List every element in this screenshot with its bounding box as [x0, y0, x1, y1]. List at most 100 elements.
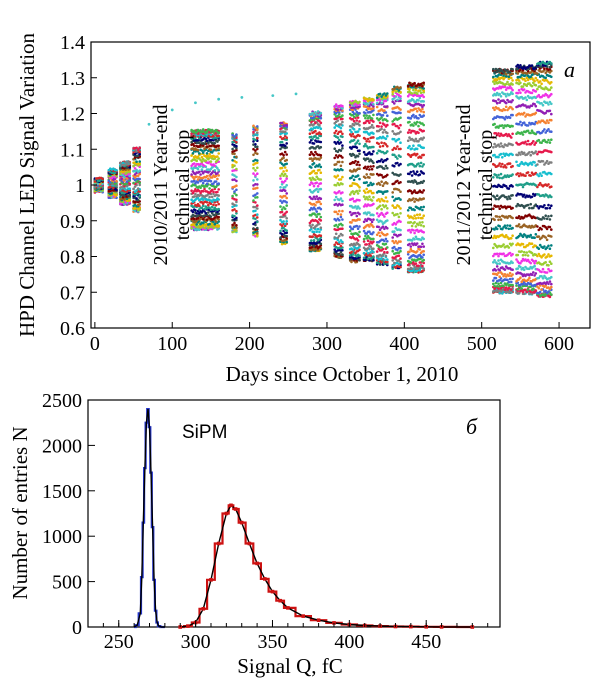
- led-point: [511, 83, 514, 86]
- led-point: [209, 215, 213, 218]
- led-point: [255, 166, 259, 170]
- led-point: [192, 179, 196, 182]
- led-point: [212, 220, 215, 224]
- led-point: [510, 280, 513, 284]
- led-point: [380, 127, 383, 131]
- led-point: [396, 98, 399, 102]
- led-point: [310, 225, 313, 229]
- led-point: [214, 198, 218, 202]
- led-point: [214, 180, 218, 183]
- led-point: [412, 197, 415, 200]
- led-point: [138, 150, 141, 154]
- led-point: [499, 165, 503, 168]
- led-point: [372, 202, 375, 206]
- led-point: [399, 116, 402, 119]
- led-point: [282, 170, 285, 173]
- led-point: [279, 205, 282, 208]
- led-point: [318, 230, 321, 234]
- led-point: [285, 210, 289, 214]
- led-point: [319, 127, 323, 130]
- led-point: [380, 180, 383, 183]
- led-point: [352, 115, 356, 119]
- led-point: [358, 225, 361, 228]
- led-point: [283, 172, 287, 176]
- led-point: [341, 135, 344, 139]
- led-point: [362, 229, 366, 233]
- led-point: [498, 275, 502, 279]
- led-point: [370, 220, 374, 224]
- led-point: [368, 225, 371, 228]
- led-point: [522, 268, 526, 272]
- led-point: [508, 116, 512, 120]
- led-point: [517, 223, 521, 226]
- led-point: [201, 190, 205, 193]
- led-point: [196, 181, 200, 184]
- led-point: [386, 207, 389, 210]
- led-point: [383, 215, 386, 218]
- led-point: [396, 161, 399, 165]
- led-point: [415, 242, 419, 245]
- led-point: [418, 164, 422, 168]
- led-point: [209, 144, 213, 148]
- led-point: [280, 140, 284, 144]
- led-point: [128, 176, 131, 180]
- led-point: [254, 126, 257, 130]
- led-point: [384, 99, 388, 103]
- led-point: [132, 158, 135, 161]
- led-point: [334, 255, 338, 258]
- led-point: [417, 223, 420, 227]
- led-point: [501, 156, 504, 159]
- led-point: [255, 196, 259, 199]
- led-point: [386, 246, 389, 249]
- led-point: [366, 239, 370, 242]
- led-point: [341, 175, 344, 179]
- led-point: [370, 199, 374, 202]
- led-point: [386, 157, 389, 161]
- led-point: [210, 205, 214, 209]
- led-point: [191, 152, 195, 155]
- led-point: [231, 147, 234, 151]
- led-point: [421, 242, 424, 246]
- led-point: [115, 169, 118, 172]
- led-point: [231, 159, 234, 162]
- led-point: [356, 174, 360, 177]
- led-point: [217, 147, 220, 150]
- led-point: [235, 167, 238, 171]
- led-point: [319, 215, 323, 219]
- led-point: [530, 163, 534, 166]
- led-point: [393, 164, 396, 168]
- led-point: [409, 189, 413, 193]
- led-point: [378, 121, 382, 125]
- led-point: [366, 157, 370, 160]
- led-point: [419, 161, 423, 165]
- led-point: [503, 117, 507, 121]
- led-point: [233, 208, 236, 211]
- led-point: [499, 95, 503, 98]
- led-point: [233, 221, 236, 225]
- led-point: [414, 217, 418, 220]
- led-point: [511, 226, 514, 230]
- led-point: [413, 238, 416, 241]
- led-point: [110, 176, 114, 180]
- led-point: [338, 160, 341, 164]
- led-point: [497, 282, 500, 286]
- led-point: [530, 251, 534, 255]
- led-point: [422, 250, 426, 253]
- led-point: [351, 248, 355, 251]
- led-point: [208, 152, 211, 156]
- led-point: [495, 101, 499, 105]
- led-point: [101, 177, 104, 181]
- led-point: [498, 176, 502, 180]
- led-point: [255, 192, 259, 195]
- led-point: [493, 122, 496, 126]
- led-point: [421, 264, 424, 268]
- led-point: [511, 268, 514, 272]
- led-point: [495, 252, 499, 256]
- led-point: [417, 162, 420, 165]
- led-point: [366, 251, 370, 255]
- led-point: [351, 197, 355, 200]
- led-point: [254, 209, 257, 213]
- led-point: [399, 95, 402, 98]
- led-point: [391, 249, 395, 253]
- led-point: [422, 123, 426, 127]
